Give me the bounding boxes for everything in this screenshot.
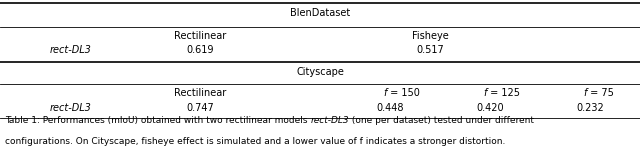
Text: = 125: = 125 [487,88,520,98]
Text: Rectilinear: Rectilinear [174,88,226,98]
Text: 0.517: 0.517 [416,45,444,55]
Text: f: f [584,88,587,98]
Text: = 75: = 75 [587,88,614,98]
Text: rect-DL3: rect-DL3 [50,103,92,113]
Text: (one per dataset) tested under different: (one per dataset) tested under different [349,116,534,125]
Text: 0.232: 0.232 [576,103,604,113]
Text: Cityscape: Cityscape [296,67,344,77]
Text: BlenDataset: BlenDataset [290,8,350,18]
Text: Table 1: Performances (mIoU) obtained with two rectilinear models: Table 1: Performances (mIoU) obtained wi… [5,116,310,125]
Text: = 150: = 150 [387,88,420,98]
Text: rect-DL3: rect-DL3 [50,45,92,55]
Text: 0.619: 0.619 [186,45,214,55]
Text: 0.420: 0.420 [476,103,504,113]
Text: 0.747: 0.747 [186,103,214,113]
Text: f: f [483,88,487,98]
Text: rect-DL3: rect-DL3 [310,116,349,125]
Text: Fisheye: Fisheye [412,31,449,41]
Text: 0.448: 0.448 [376,103,404,113]
Text: configurations. On Cityscape, fisheye effect is simulated and a lower value of f: configurations. On Cityscape, fisheye ef… [5,137,506,146]
Text: f: f [383,88,387,98]
Text: Rectilinear: Rectilinear [174,31,226,41]
